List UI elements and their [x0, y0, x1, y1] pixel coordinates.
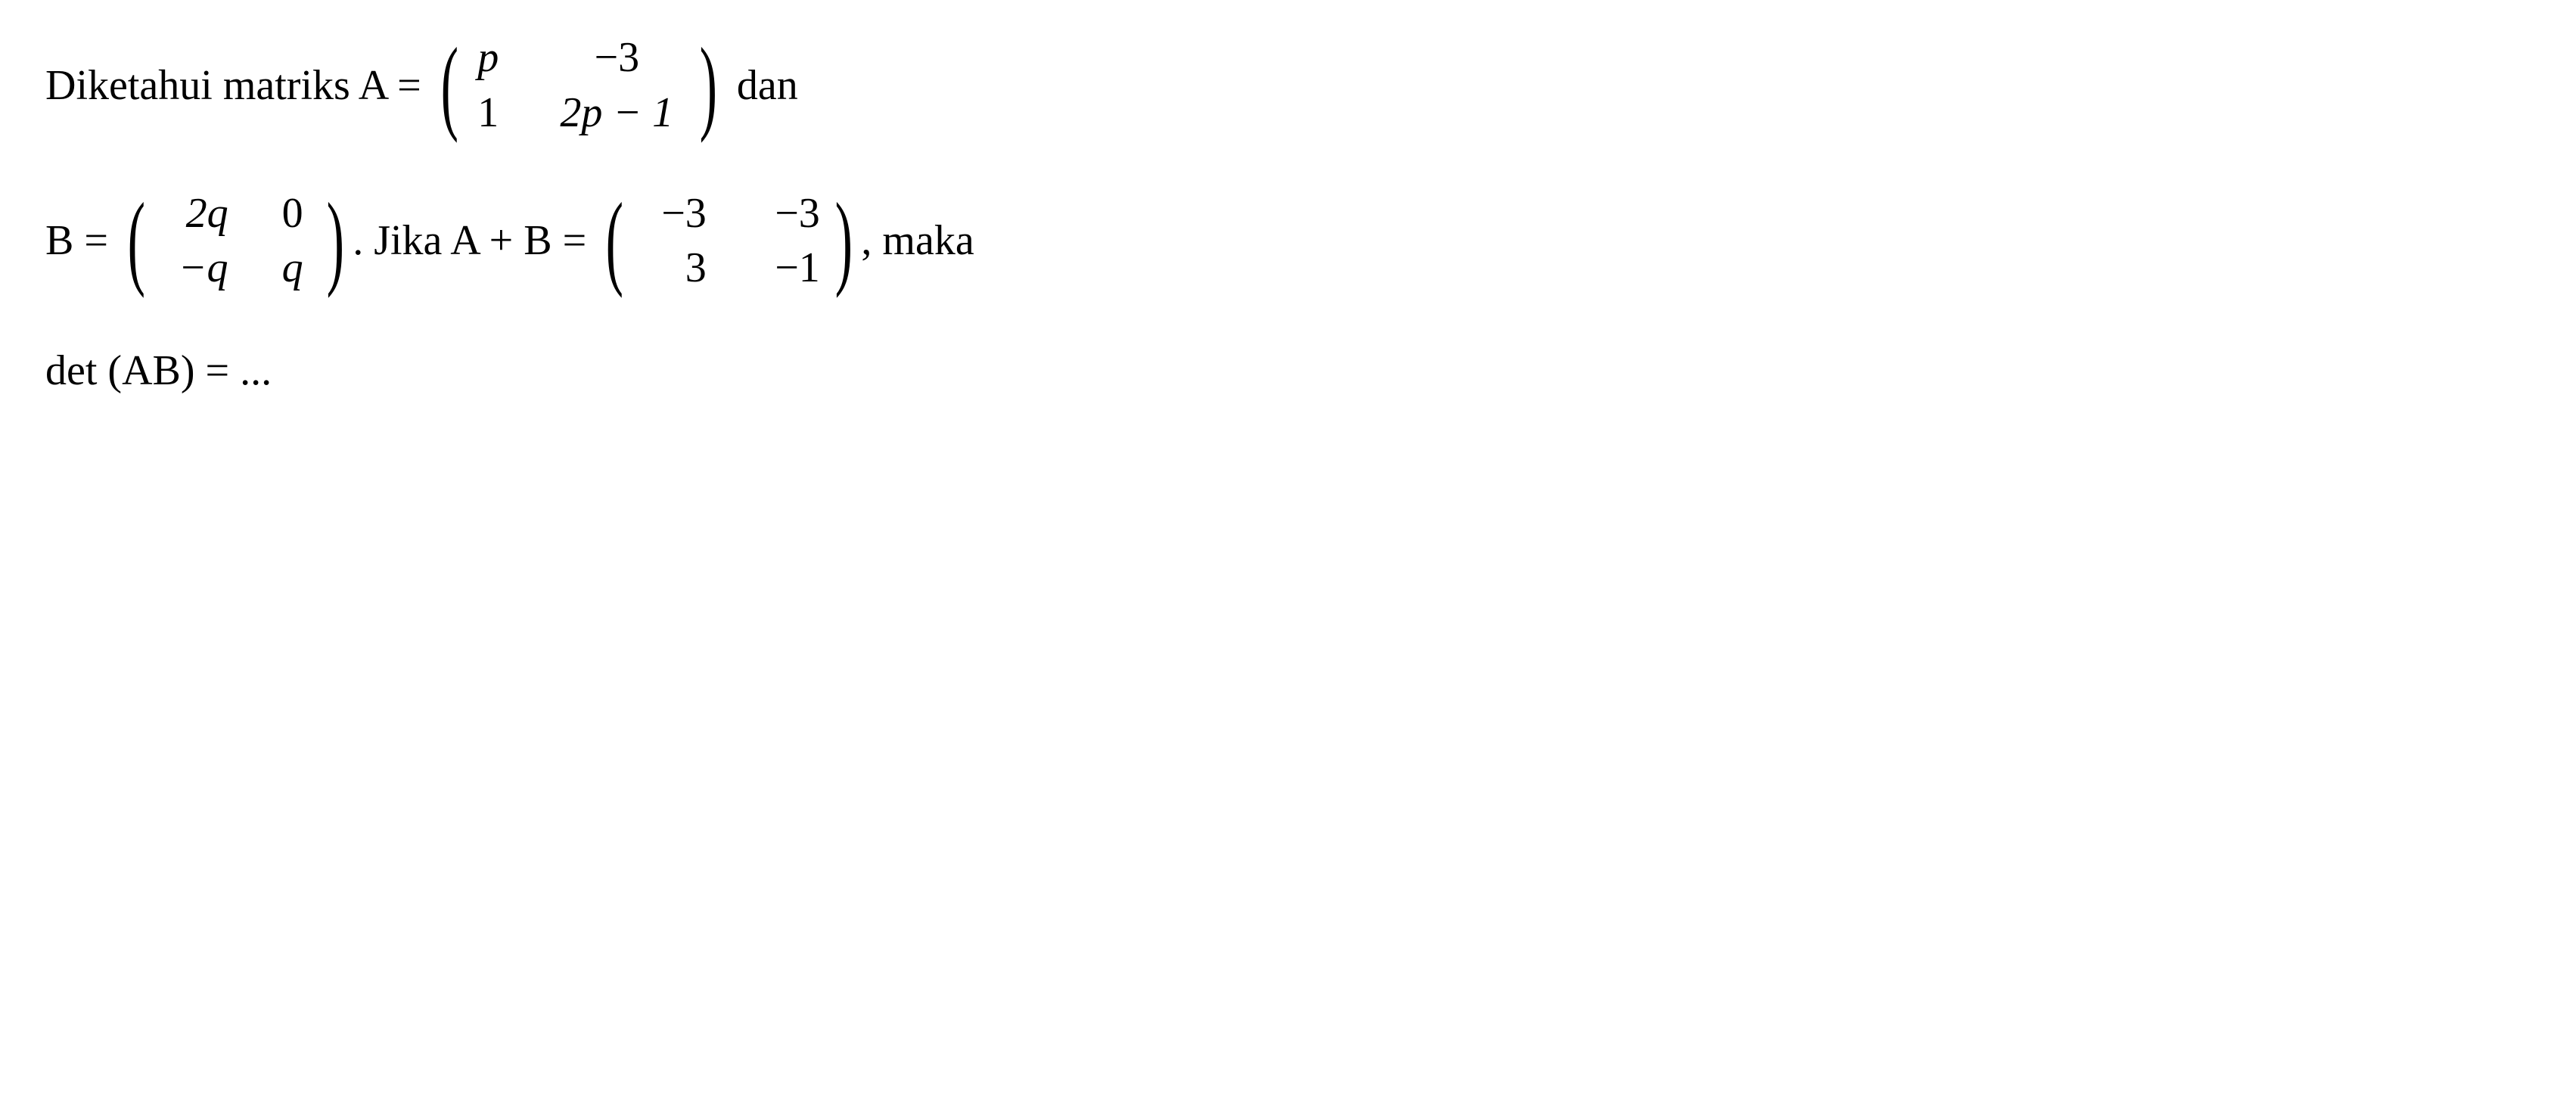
matrix-cell: −q: [160, 241, 228, 296]
matrix-B: ( 2q 0 −q q ): [119, 186, 353, 297]
line1-suffix: dan: [726, 56, 798, 115]
line2-prefix: B =: [45, 211, 119, 270]
math-problem: Diketahui matriks A = ( p −3 1 2p − 1 ) …: [45, 30, 2531, 401]
matrix-cell: 3: [639, 241, 707, 296]
matrix-A-body: p −3 1 2p − 1: [467, 30, 691, 141]
matrix-cell: q: [274, 241, 312, 296]
matrix-C-body: −3 −3 3 −1: [632, 186, 826, 297]
line2-middle: . Jika A + B =: [353, 211, 597, 270]
matrix-C: ( −3 −3 3 −1 ): [597, 186, 861, 297]
matrix-A: ( p −3 1 2p − 1 ): [432, 30, 726, 141]
line-2: B = ( 2q 0 −q q ) . Jika A + B = ( −3: [45, 186, 2531, 297]
line-1: Diketahui matriks A = ( p −3 1 2p − 1 ) …: [45, 30, 2531, 141]
matrix-cell: 2p − 1: [548, 85, 685, 141]
paren-left-icon: (: [440, 43, 458, 128]
line1-prefix: Diketahui matriks A =: [45, 56, 432, 115]
paren-right-icon: ): [326, 198, 343, 283]
matrix-cell: −3: [639, 186, 707, 241]
matrix-row: −q q: [160, 241, 312, 296]
matrix-row: 2q 0: [160, 186, 312, 241]
matrix-cell: 2q: [160, 186, 228, 241]
matrix-row: 1 2p − 1: [473, 85, 685, 141]
matrix-row: −3 −3: [639, 186, 820, 241]
matrix-cell: −1: [752, 241, 820, 296]
matrix-cell: 0: [274, 186, 312, 241]
matrix-cell: 1: [473, 85, 503, 141]
paren-right-icon: ): [834, 198, 852, 283]
matrix-cell: −3: [752, 186, 820, 241]
paren-left-icon: (: [606, 198, 623, 283]
line-3: det (AB) = ...: [45, 341, 2531, 400]
matrix-row: p −3: [473, 30, 685, 85]
matrix-B-body: 2q 0 −q q: [154, 186, 318, 297]
line2-suffix: , maka: [861, 211, 974, 270]
paren-left-icon: (: [128, 198, 145, 283]
paren-right-icon: ): [700, 43, 717, 128]
line3-text: det (AB) = ...: [45, 341, 272, 400]
matrix-cell: −3: [548, 30, 685, 85]
matrix-cell: p: [473, 30, 503, 85]
matrix-row: 3 −1: [639, 241, 820, 296]
